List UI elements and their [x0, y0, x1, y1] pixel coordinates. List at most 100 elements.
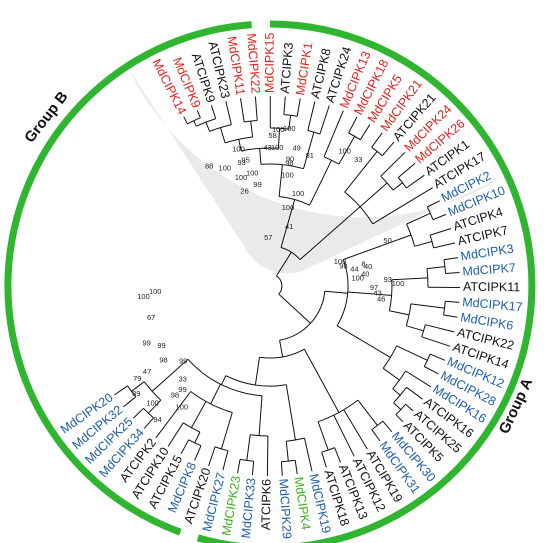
branch-line-26	[319, 105, 330, 135]
branch-line-48	[392, 182, 403, 191]
branch-line-61	[433, 242, 456, 249]
branch-line-56	[427, 200, 441, 208]
branch-line-119	[285, 441, 289, 462]
bootstrap-value: 50	[383, 236, 391, 245]
branch-line-51	[372, 187, 433, 225]
bootstrap-value: 99	[143, 338, 151, 347]
branch-line-91	[405, 403, 414, 412]
tree-branches	[114, 96, 461, 477]
bootstrap-value: 100	[292, 189, 305, 198]
branch-line-43	[344, 151, 378, 193]
branch-line-1	[196, 110, 201, 118]
group-b-arc	[4, 21, 252, 536]
bootstrap-value: 89	[132, 389, 140, 398]
branch-arc-155	[225, 375, 287, 387]
leaf-label: MdCIPK7	[462, 261, 516, 279]
branch-line-121	[285, 384, 296, 440]
bootstrap-value: 93	[384, 275, 392, 284]
branch-line-59	[406, 212, 431, 225]
leaf-label: MdCIPK22	[244, 33, 263, 94]
branch-arc-159	[279, 291, 326, 341]
bootstrap-value: 98	[159, 356, 167, 365]
branch-line-33	[359, 124, 371, 140]
branch-line-55	[275, 251, 292, 277]
branch-line-156	[254, 357, 260, 385]
branch-line-139	[190, 401, 207, 428]
branch-line-130	[208, 446, 216, 466]
group-b-label: Group B	[21, 88, 71, 146]
bootstrap-value: 99	[157, 341, 165, 350]
bootstrap-value: 57	[264, 233, 272, 242]
leaf-label: ATCIPK11	[463, 280, 520, 294]
branch-line-152	[151, 358, 189, 392]
bootstrap-value: 94	[153, 415, 161, 424]
branch-line-73	[445, 300, 460, 303]
leaf-label: MdCIPK33	[239, 477, 259, 539]
branch-line-22	[277, 128, 281, 149]
bootstrap-value: 26	[240, 186, 248, 195]
branch-line-133	[194, 445, 202, 461]
bootstrap-value: 88	[205, 162, 213, 171]
branch-line-85	[429, 353, 446, 361]
bootstrap-value: 100	[351, 273, 364, 282]
bootstrap-value: 100	[334, 257, 347, 266]
leaf-label: ATCIPK3	[278, 42, 296, 94]
bootstrap-value: 100	[149, 287, 162, 296]
branch-line-114	[303, 348, 340, 413]
branch-line-142	[210, 383, 221, 405]
branch-line-137	[167, 422, 184, 447]
branch-arc-151	[143, 381, 162, 401]
bootstrap-value: 47	[143, 367, 151, 376]
branch-line-134	[180, 439, 190, 455]
branch-arc-118	[281, 459, 296, 463]
branch-line-110	[321, 452, 327, 468]
branch-line-9	[219, 127, 226, 144]
branch-line-76	[410, 303, 445, 309]
branch-arc-81	[405, 303, 412, 326]
branch-arc-2	[187, 117, 201, 125]
branch-line-67	[445, 272, 460, 274]
bootstrap-value: 99	[178, 385, 186, 394]
branch-arc-131	[214, 446, 229, 452]
branch-line-17	[283, 96, 286, 115]
branch-line-28	[303, 131, 315, 169]
bootstrap-value: 58	[268, 131, 276, 140]
branch-line-11	[254, 96, 258, 121]
branch-line-82	[389, 310, 410, 316]
branch-line-15	[238, 139, 242, 152]
branch-line-126	[246, 434, 251, 461]
branch-line-147	[123, 396, 137, 408]
branch-arc-120	[286, 437, 305, 442]
bootstrap-value: 43	[374, 288, 382, 297]
branch-line-78	[421, 336, 451, 347]
bootstrap-value: 33	[179, 375, 187, 384]
branch-line-136	[194, 431, 201, 444]
branch-line-46	[406, 174, 425, 189]
bootstrap-value: 100	[137, 292, 150, 301]
leaf-label: MdCIPK17	[462, 295, 523, 314]
branch-line-40	[371, 132, 383, 148]
branch-line-90	[406, 386, 423, 400]
branch-line-124	[237, 459, 241, 474]
bootstrap-value: 41	[285, 222, 293, 231]
branch-line-92	[395, 414, 404, 423]
bootstrap-value: 99	[253, 180, 261, 189]
branch-line-102	[324, 290, 348, 294]
branch-line-0	[183, 116, 188, 125]
branch-line-140	[155, 391, 192, 439]
branch-line-96	[392, 388, 401, 396]
branch-line-25	[307, 101, 316, 131]
bootstrap-value: 93	[238, 158, 246, 167]
bootstrap-value: 100	[246, 168, 259, 177]
bootstrap-value: 100	[338, 146, 351, 155]
bootstrap-value: 40	[361, 269, 369, 278]
branch-line-7	[225, 101, 232, 125]
group-b-shade	[128, 67, 506, 274]
branch-arc-49	[380, 175, 394, 191]
bootstrap-value: 8	[361, 259, 365, 268]
branch-line-103	[382, 420, 393, 433]
branch-line-143	[143, 417, 154, 429]
branch-line-77	[425, 324, 455, 333]
branch-arc-87	[423, 353, 431, 367]
